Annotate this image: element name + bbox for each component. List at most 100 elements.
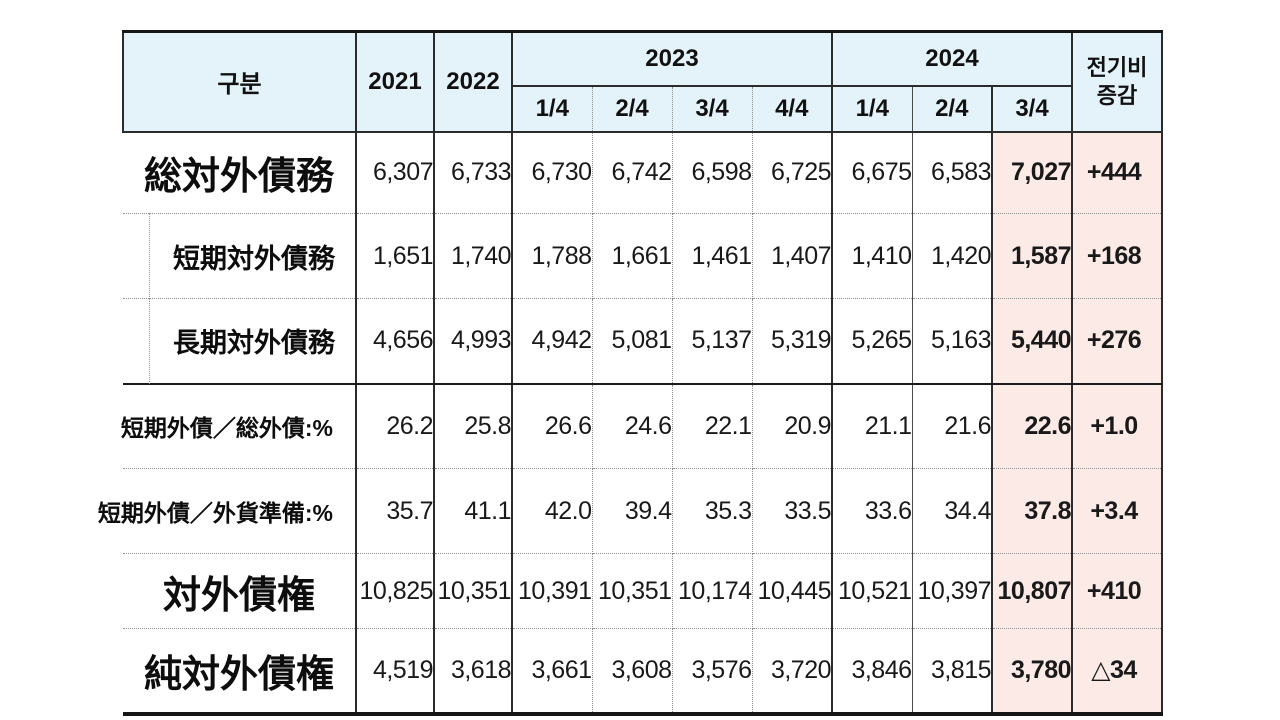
- cell-2023-4-4: 33.5: [752, 468, 833, 554]
- cell-2024-3-4: 37.8: [992, 468, 1073, 554]
- cell-전기비-증감: +3.4: [1072, 468, 1163, 554]
- col-header-2023-q2: 2/4: [592, 85, 673, 133]
- cell-2022: 6,733: [434, 131, 513, 214]
- table-header: 구분 2021 2022 2023 2024 전기비 증감 1/4 2/4 3/…: [122, 31, 1163, 133]
- cell-2024-1-4: 3,846: [832, 628, 913, 714]
- cell-2024-1-4: 5,265: [832, 298, 913, 385]
- cell-2023-2-4: 39.4: [592, 468, 673, 554]
- cell-2022: 41.1: [434, 468, 513, 554]
- cell-전기비-증감: +276: [1072, 298, 1163, 385]
- col-header-2024-q1: 1/4: [832, 85, 913, 133]
- table-row: 対外債権 10,825 10,351 10,391 10,351 10,174 10,445…: [123, 553, 1163, 629]
- cell-2023-4-4: 3,720: [752, 628, 833, 714]
- cell-2023-3-4: 35.3: [672, 468, 753, 554]
- cell-2021: 4,519: [356, 628, 435, 714]
- cell-2022: 3,618: [434, 628, 513, 714]
- col-header-2024-q3: 3/4: [992, 85, 1073, 133]
- row-label: 長期対外債務: [123, 297, 357, 385]
- cell-2024-1-4: 1,410: [832, 213, 913, 299]
- col-header-change: 전기비 증감: [1072, 31, 1163, 133]
- cell-전기비-증감: +1.0: [1072, 383, 1163, 469]
- col-header-2024-q2: 2/4: [912, 85, 993, 133]
- table-row: 総対外債務 6,307 6,733 6,730 6,742 6,598 6,725 6,675…: [123, 131, 1163, 214]
- cell-2024-3-4: 10,807: [992, 553, 1073, 629]
- cell-2024-1-4: 6,675: [832, 131, 913, 214]
- cell-2023-3-4: 10,174: [672, 553, 753, 629]
- col-header-2021: 2021: [356, 31, 435, 133]
- cell-2024-3-4: 5,440: [992, 298, 1073, 385]
- cell-2024-2-4: 10,397: [912, 553, 993, 629]
- cell-2024-3-4: 7,027: [992, 131, 1073, 214]
- cell-2024-2-4: 1,420: [912, 213, 993, 299]
- cell-2024-2-4: 6,583: [912, 131, 993, 214]
- row-label: 短期外債／総外債:%: [121, 383, 357, 469]
- cell-2023-1-4: 26.6: [512, 383, 593, 469]
- cell-2023-3-4: 5,137: [672, 298, 753, 385]
- col-header-2023-group: 2023: [512, 31, 833, 87]
- cell-2024-3-4: 3,780: [992, 628, 1073, 714]
- table-row: 長期対外債務 4,656 4,993 4,942 5,081 5,137 5,319 5,26…: [123, 297, 1163, 385]
- cell-2022: 1,740: [434, 213, 513, 299]
- cell-2023-3-4: 1,461: [672, 213, 753, 299]
- cell-2024-2-4: 34.4: [912, 468, 993, 554]
- cell-2023-1-4: 6,730: [512, 131, 593, 214]
- cell-2023-2-4: 5,081: [592, 298, 673, 385]
- col-header-2022: 2022: [434, 31, 513, 133]
- cell-2023-1-4: 10,391: [512, 553, 593, 629]
- cell-2023-2-4: 10,351: [592, 553, 673, 629]
- cell-2022: 10,351: [434, 553, 513, 629]
- header-year-row: 구분 2021 2022 2023 2024 전기비 증감: [122, 31, 1163, 133]
- row-label: 純対外債権: [123, 628, 357, 714]
- col-header-2023-q1: 1/4: [512, 85, 593, 133]
- cell-전기비-증감: +444: [1072, 131, 1163, 214]
- row-label: 短期対外債務: [123, 212, 357, 299]
- cell-2023-4-4: 1,407: [752, 213, 833, 299]
- cell-2023-1-4: 4,942: [512, 298, 593, 385]
- table-body: 総対外債務 6,307 6,733 6,730 6,742 6,598 6,725 6,675…: [98, 131, 1163, 714]
- cell-2022: 4,993: [434, 298, 513, 385]
- external-debt-table: 구분 2021 2022 2023 2024 전기비 증감 1/4 2/4 3/…: [98, 30, 1163, 716]
- cell-2021: 26.2: [356, 383, 435, 469]
- cell-2023-4-4: 6,725: [752, 131, 833, 214]
- row-label: 対外債権: [123, 553, 357, 629]
- cell-2024-2-4: 21.6: [912, 383, 993, 469]
- cell-2023-2-4: 6,742: [592, 131, 673, 214]
- col-header-category: 구분: [122, 31, 357, 133]
- cell-2021: 35.7: [356, 468, 435, 554]
- cell-2021: 1,651: [356, 213, 435, 299]
- cell-2023-4-4: 10,445: [752, 553, 833, 629]
- col-header-change-line2: 증감: [1096, 82, 1138, 108]
- cell-전기비-증감: +410: [1072, 553, 1163, 629]
- cell-2024-1-4: 10,521: [832, 553, 913, 629]
- cell-2023-3-4: 22.1: [672, 383, 753, 469]
- col-header-2024-group: 2024: [832, 31, 1073, 87]
- cell-2024-2-4: 3,815: [912, 628, 993, 714]
- row-label: 総対外債務: [123, 131, 357, 214]
- cell-2023-4-4: 5,319: [752, 298, 833, 385]
- cell-2023-1-4: 1,788: [512, 213, 593, 299]
- cell-전기비-증감: +168: [1072, 213, 1163, 299]
- cell-2024-3-4: 1,587: [992, 213, 1073, 299]
- cell-2023-1-4: 42.0: [512, 468, 593, 554]
- cell-2021: 10,825: [356, 553, 435, 629]
- cell-2024-2-4: 5,163: [912, 298, 993, 385]
- cell-2023-3-4: 3,576: [672, 628, 753, 714]
- cell-2023-2-4: 1,661: [592, 213, 673, 299]
- cell-2023-2-4: 3,608: [592, 628, 673, 714]
- table-row: 短期外債／総外債:% 26.2 25.8 26.6 24.6 22.1 20.9 21.1 21…: [121, 383, 1163, 469]
- cell-2021: 4,656: [356, 298, 435, 385]
- col-header-2023-q4: 4/4: [752, 85, 833, 133]
- col-header-2023-q3: 3/4: [672, 85, 753, 133]
- cell-2024-1-4: 21.1: [832, 383, 913, 469]
- cell-2023-1-4: 3,661: [512, 628, 593, 714]
- row-label: 短期外債／外貨準備:%: [98, 468, 357, 554]
- table-row: 短期外債／外貨準備:% 35.7 41.1 42.0 39.4 35.3 33.5 33.6 3…: [98, 468, 1163, 554]
- cell-2021: 6,307: [356, 131, 435, 214]
- header-quarter-row: 1/4 2/4 3/4 4/4 1/4 2/4 3/4: [123, 85, 1162, 133]
- table-row: 純対外債権 4,519 3,618 3,661 3,608 3,576 3,720 3,846…: [123, 628, 1163, 714]
- col-header-change-line1: 전기비: [1086, 55, 1148, 81]
- cell-전기비-증감: △34: [1072, 628, 1163, 714]
- cell-2024-1-4: 33.6: [832, 468, 913, 554]
- cell-2023-4-4: 20.9: [752, 383, 833, 469]
